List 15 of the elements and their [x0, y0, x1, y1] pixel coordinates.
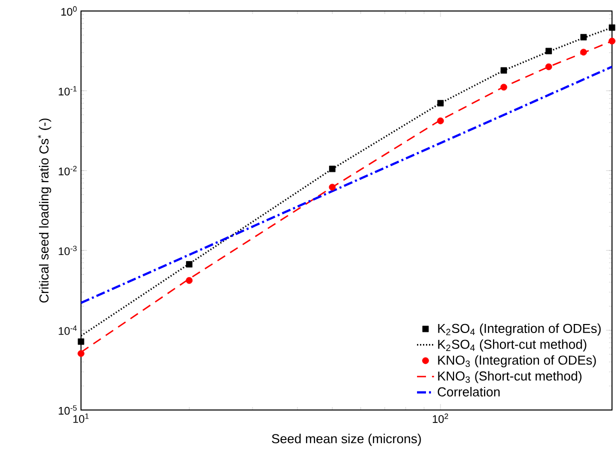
y-tick-label: 10$^{-4}$	[58, 326, 77, 335]
x-tick-label: 10$^{2}$	[432, 414, 448, 423]
y-tick-label: 10$^{-3}$	[58, 246, 77, 256]
y-axis-title: Critical seed loading ratio Cs$^{*}$ (-)	[38, 118, 52, 303]
y-tick-label: 10$^{-1}$	[58, 86, 77, 96]
x-tick-label: 10$^{1}$	[73, 414, 89, 423]
legend-label: K$_{2}$SO$_{4}$ (Short-cut method)	[438, 339, 586, 352]
legend-label: KNO$_{3}$ (Integration of ODEs)	[438, 355, 596, 368]
legend-label: KNO$_{3}$ (Short-cut method)	[438, 371, 582, 384]
legend-label: Correlation	[438, 386, 500, 396]
legend-label: K$_{2}$SO$_{4}$ (Integration of ODEs)	[438, 324, 601, 336]
y-tick-label: 10$^{0}$	[61, 6, 77, 16]
y-tick-label: 10$^{-5}$	[58, 405, 77, 415]
y-tick-label: 10$^{-2}$	[58, 166, 77, 176]
x-axis-title: Seed mean size (microns)	[272, 434, 421, 446]
